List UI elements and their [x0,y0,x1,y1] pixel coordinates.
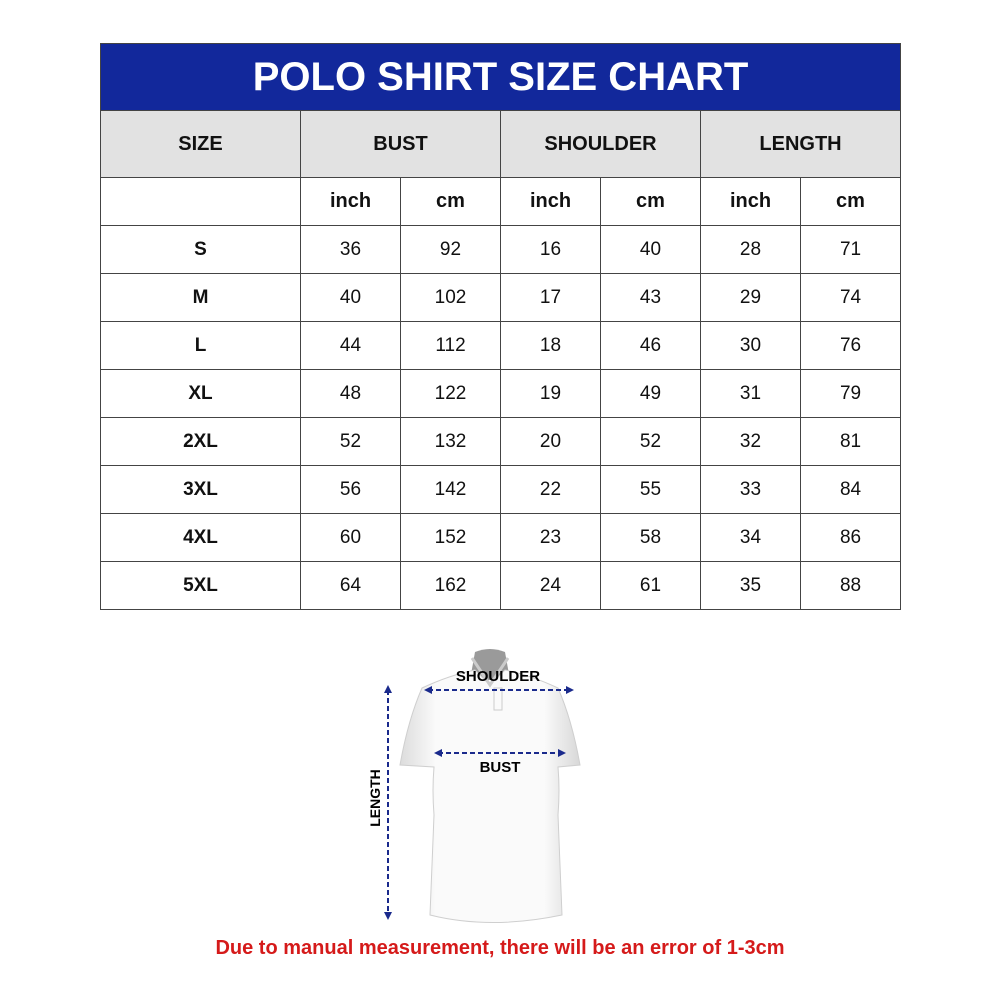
size-chart-table: POLO SHIRT SIZE CHART SIZE BUST SHOULDER… [99,43,902,610]
size-cell: M [100,273,301,322]
value-cell: 23 [500,513,601,562]
value-cell: 17 [500,273,601,322]
value-cell: 102 [400,273,501,322]
table-row: 4XL 60 152 23 58 34 86 [100,513,902,562]
value-cell: 56 [300,465,401,514]
value-cell: 43 [600,273,701,322]
value-cell: 55 [600,465,701,514]
value-cell: 29 [700,273,801,322]
header-shoulder: SHOULDER [500,110,701,178]
shirt-icon [399,649,581,923]
table-row: M 40 102 17 43 29 74 [100,273,902,322]
table-row: 2XL 52 132 20 52 32 81 [100,417,902,466]
value-cell: 132 [400,417,501,466]
size-cell: S [100,225,301,274]
unit-header: inch [700,177,801,226]
value-cell: 152 [400,513,501,562]
size-cell: XL [100,369,301,418]
value-cell: 60 [300,513,401,562]
header-size: SIZE [100,110,301,178]
value-cell: 142 [400,465,501,514]
size-cell: 3XL [100,465,301,514]
value-cell: 52 [600,417,701,466]
value-cell: 81 [799,417,902,466]
unit-header: inch [500,177,601,226]
measurement-note: Due to manual measurement, there will be… [215,937,785,959]
value-cell: 112 [400,321,501,370]
value-cell: 20 [500,417,601,466]
value-cell: 40 [300,273,401,322]
value-cell: 64 [300,561,401,610]
size-cell: L [100,321,301,370]
table-row: XL 48 122 19 49 31 79 [100,369,902,418]
value-cell: 24 [500,561,601,610]
value-cell: 22 [500,465,601,514]
chart-title: POLO SHIRT SIZE CHART [99,43,902,111]
blank-cell [100,177,301,226]
size-cell: 5XL [100,561,301,610]
table-row: 3XL 56 142 22 55 33 84 [100,465,902,514]
value-cell: 30 [700,321,801,370]
value-cell: 84 [799,465,902,514]
value-cell: 28 [700,225,801,274]
value-cell: 49 [600,369,701,418]
value-cell: 71 [799,225,902,274]
value-cell: 34 [700,513,801,562]
value-cell: 122 [400,369,501,418]
size-cell: 4XL [100,513,301,562]
header-bust: BUST [300,110,501,178]
value-cell: 32 [700,417,801,466]
value-cell: 36 [300,225,401,274]
value-cell: 31 [700,369,801,418]
value-cell: 40 [600,225,701,274]
table-row: 5XL 64 162 24 61 35 88 [100,561,902,610]
value-cell: 44 [300,321,401,370]
value-cell: 52 [300,417,401,466]
value-cell: 48 [300,369,401,418]
header-length: LENGTH [699,110,902,178]
unit-header: inch [300,177,401,226]
bust-label: BUST [480,759,521,776]
value-cell: 35 [700,561,801,610]
value-cell: 92 [400,225,501,274]
polo-shirt-diagram: SHOULDER BUST LENGTH [367,649,581,923]
value-cell: 19 [500,369,601,418]
table-row: L 44 112 18 46 30 76 [100,321,902,370]
value-cell: 58 [600,513,701,562]
shoulder-label: SHOULDER [456,668,540,685]
value-cell: 33 [700,465,801,514]
unit-header: cm [799,177,902,226]
unit-header: cm [400,177,501,226]
length-label: LENGTH [367,769,383,827]
value-cell: 162 [400,561,501,610]
size-cell: 2XL [100,417,301,466]
unit-header: cm [600,177,701,226]
value-cell: 18 [500,321,601,370]
value-cell: 86 [799,513,902,562]
table-row: S 36 92 16 40 28 71 [100,225,902,274]
value-cell: 16 [500,225,601,274]
value-cell: 74 [799,273,902,322]
value-cell: 79 [799,369,902,418]
value-cell: 76 [799,321,902,370]
value-cell: 88 [799,561,902,610]
value-cell: 61 [600,561,701,610]
value-cell: 46 [600,321,701,370]
